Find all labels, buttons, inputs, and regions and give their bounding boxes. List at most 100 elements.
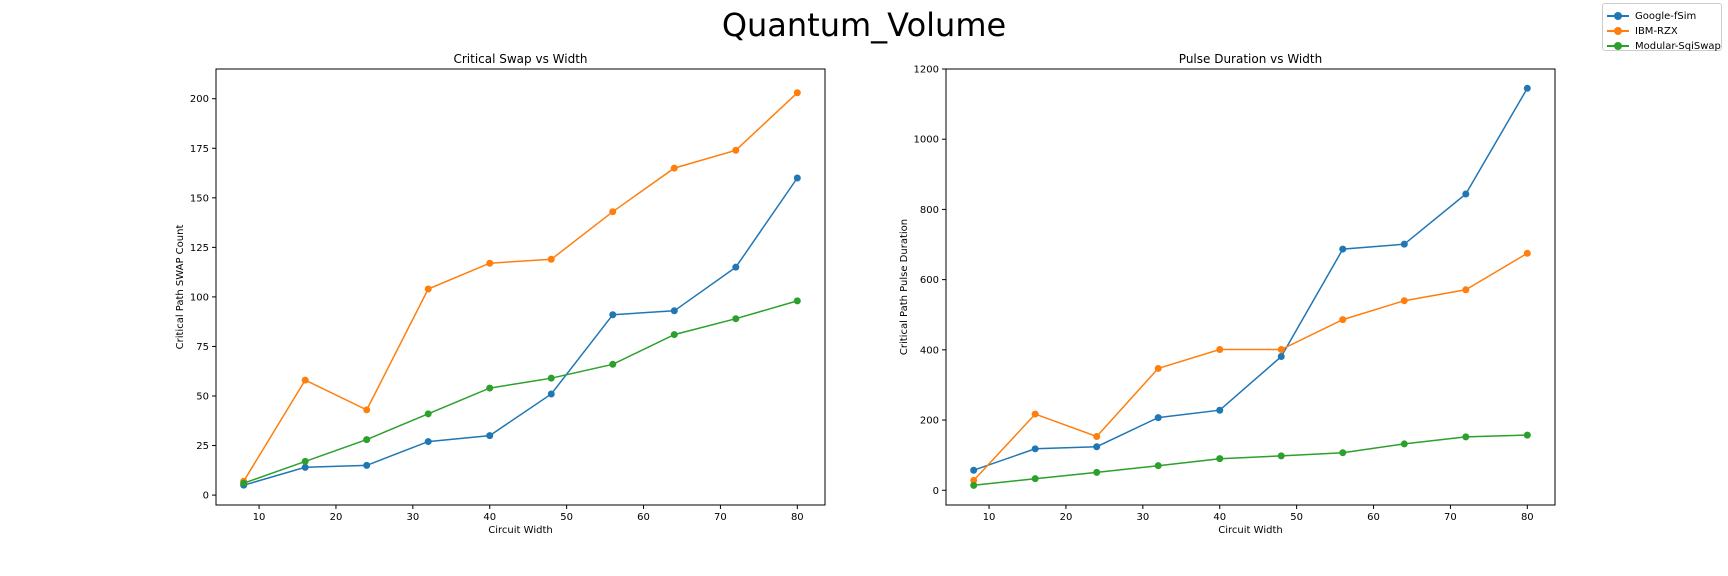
data-point-ibm-rzx xyxy=(1523,249,1531,257)
data-point-google-fsim xyxy=(732,263,740,271)
data-point-ibm-rzx xyxy=(970,476,978,484)
data-point-google-fsim xyxy=(1462,190,1470,198)
chart-pulse-duration: Pulse Duration vs Width Circuit Width Cr… xyxy=(899,52,1556,536)
legend: Google-fSim IBM-RZX Modular-SqiSwap xyxy=(1602,3,1722,53)
series-line-modular-sqiswap xyxy=(243,300,798,484)
chart-title: Pulse Duration vs Width xyxy=(1179,52,1322,66)
x-axis-label: Circuit Width xyxy=(1218,525,1282,536)
data-point-google-fsim xyxy=(363,461,371,469)
data-point-modular-sqiswap xyxy=(609,360,617,368)
y-axis-label: Critical Path Pulse Duration xyxy=(899,219,910,355)
y-tick-label: 0 xyxy=(203,491,209,502)
chart-critical-swap: Critical Swap vs Width Circuit Width Cri… xyxy=(175,52,826,536)
data-point-google-fsim xyxy=(1031,445,1039,453)
legend-marker xyxy=(1614,27,1622,35)
y-axis-label: Critical Path SWAP Count xyxy=(175,225,186,350)
y-tick-label: 125 xyxy=(190,243,209,254)
legend-label: Modular-SqiSwap xyxy=(1635,40,1721,52)
data-point-modular-sqiswap xyxy=(363,436,371,444)
x-tick-label: 50 xyxy=(1290,512,1303,523)
data-point-google-fsim xyxy=(1093,443,1101,451)
series-line-google-fsim xyxy=(243,177,798,486)
plot-area xyxy=(945,68,1556,506)
data-point-ibm-rzx xyxy=(301,376,309,384)
data-point-ibm-rzx xyxy=(793,89,801,97)
data-point-ibm-rzx xyxy=(363,406,371,414)
x-tick-label: 50 xyxy=(560,512,573,523)
data-point-google-fsim xyxy=(486,432,494,440)
y-tick-label: 100 xyxy=(190,292,209,303)
x-tick-label: 40 xyxy=(483,512,496,523)
y-tick-label: 800 xyxy=(920,205,939,216)
data-point-google-fsim xyxy=(1154,414,1162,422)
data-point-modular-sqiswap xyxy=(793,297,801,305)
x-tick-label: 80 xyxy=(1521,512,1534,523)
data-point-ibm-rzx xyxy=(609,208,617,216)
data-point-modular-sqiswap xyxy=(1277,452,1285,460)
data-point-google-fsim xyxy=(1339,245,1347,253)
data-point-ibm-rzx xyxy=(424,285,432,293)
series-line-modular-sqiswap xyxy=(973,434,1528,487)
x-tick-label: 10 xyxy=(983,512,996,523)
x-tick-label: 30 xyxy=(1136,512,1149,523)
y-tick-label: 200 xyxy=(190,94,209,105)
y-tick-label: 1200 xyxy=(914,65,939,76)
data-point-modular-sqiswap xyxy=(1400,440,1408,448)
x-tick-label: 10 xyxy=(253,512,266,523)
data-point-google-fsim xyxy=(1523,84,1531,92)
data-point-google-fsim xyxy=(793,174,801,182)
y-tick-label: 0 xyxy=(933,486,939,497)
data-point-modular-sqiswap xyxy=(1216,455,1224,463)
x-tick-label: 30 xyxy=(406,512,419,523)
data-point-modular-sqiswap xyxy=(240,479,248,487)
legend-item-google-fsim: Google-fSim xyxy=(1607,9,1696,23)
data-point-ibm-rzx xyxy=(1400,297,1408,305)
data-point-ibm-rzx xyxy=(1216,345,1224,353)
data-point-modular-sqiswap xyxy=(1093,468,1101,476)
legend-label: Google-fSim xyxy=(1635,10,1697,22)
data-point-ibm-rzx xyxy=(486,259,494,267)
legend-swatch xyxy=(1607,39,1629,53)
data-point-modular-sqiswap xyxy=(1154,462,1162,470)
y-tick-label: 175 xyxy=(190,144,209,155)
y-tick-label: 1000 xyxy=(914,135,939,146)
data-point-google-fsim xyxy=(301,463,309,471)
data-point-google-fsim xyxy=(609,311,617,319)
legend-swatch xyxy=(1607,24,1629,38)
data-point-modular-sqiswap xyxy=(1031,475,1039,483)
data-point-modular-sqiswap xyxy=(732,315,740,323)
data-point-google-fsim xyxy=(970,466,978,474)
data-point-ibm-rzx xyxy=(1277,345,1285,353)
data-point-google-fsim xyxy=(424,438,432,446)
y-tick-label: 25 xyxy=(196,441,209,452)
x-tick-label: 20 xyxy=(330,512,343,523)
y-tick-label: 150 xyxy=(190,193,209,204)
data-point-ibm-rzx xyxy=(547,255,555,263)
plot-area xyxy=(215,68,826,506)
data-point-ibm-rzx xyxy=(1154,364,1162,372)
x-tick-label: 60 xyxy=(637,512,650,523)
data-point-google-fsim xyxy=(1216,406,1224,414)
x-tick-label: 20 xyxy=(1060,512,1073,523)
legend-item-ibm-rzx: IBM-RZX xyxy=(1607,24,1678,38)
x-tick-label: 40 xyxy=(1213,512,1226,523)
data-point-modular-sqiswap xyxy=(1462,433,1470,441)
y-tick-label: 600 xyxy=(920,275,939,286)
y-tick-label: 200 xyxy=(920,416,939,427)
data-point-google-fsim xyxy=(1400,240,1408,248)
y-tick-label: 400 xyxy=(920,345,939,356)
series-line-ibm-rzx xyxy=(973,252,1528,481)
figure-title: Quantum_Volume xyxy=(722,6,1006,44)
data-point-modular-sqiswap xyxy=(424,410,432,418)
data-point-modular-sqiswap xyxy=(970,481,978,489)
axis-ticks: 10 20 30 40 50 60 70 80 0 25 50 75 100 125 150 175 200 xyxy=(190,94,804,523)
data-point-ibm-rzx xyxy=(732,146,740,154)
x-tick-label: 80 xyxy=(791,512,804,523)
data-point-google-fsim xyxy=(547,390,555,398)
x-axis-label: Circuit Width xyxy=(488,525,552,536)
legend-item-modular-sqiswap: Modular-SqiSwap xyxy=(1607,39,1721,53)
data-point-ibm-rzx xyxy=(1339,316,1347,324)
x-tick-label: 70 xyxy=(1444,512,1457,523)
chart-title: Critical Swap vs Width xyxy=(453,52,587,66)
